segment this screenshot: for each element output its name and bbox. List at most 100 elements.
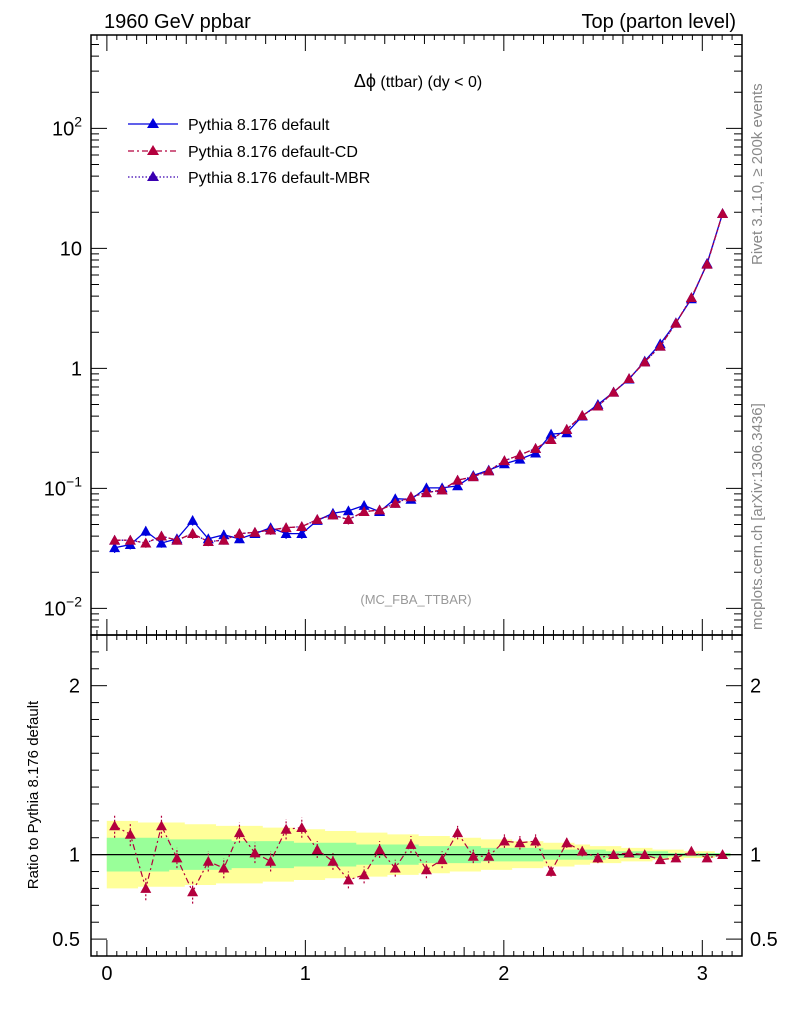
ratio-point-cd <box>374 844 386 854</box>
ratio-point-cd <box>623 847 635 858</box>
legend-label-default: Pythia 8.176 default <box>188 117 330 134</box>
data-point <box>280 522 292 533</box>
mcplots-source-label: mcplots.cern.ch [arXiv:1306.3436] <box>749 403 766 630</box>
ratio-point-cd <box>608 849 620 860</box>
ratio-point-cd <box>639 849 651 860</box>
ratio-point-cd <box>265 855 277 866</box>
legend-entry-mbr: Pythia 8.176 default-MBR <box>128 170 370 187</box>
ratio-y-tick-label-right: 1 <box>750 845 761 867</box>
ratio-point-cd <box>561 837 573 848</box>
data-point <box>311 514 323 524</box>
ratio-point-cd <box>592 852 604 863</box>
data-point <box>280 528 292 538</box>
rivet-version-label: Rivet 3.1.10, ≥ 200k events <box>749 83 766 265</box>
ratio-point-cd <box>233 827 245 838</box>
ratio-point-cd <box>218 862 230 873</box>
y-tick-label: 1 <box>71 358 82 380</box>
ratio-point-cd <box>249 847 261 858</box>
legend-entry-cd: Pythia 8.176 default-CD <box>128 144 358 161</box>
data-point <box>155 530 167 541</box>
data-point <box>608 386 620 397</box>
y-tick-label: 10−2 <box>44 593 82 620</box>
y-tick-label: 10−1 <box>44 473 82 500</box>
ratio-point-cd <box>187 886 199 897</box>
ratio-point-cd <box>202 855 214 866</box>
ratio-point-cd <box>576 845 588 856</box>
data-point <box>124 534 136 545</box>
data-point <box>685 292 697 302</box>
data-point <box>420 487 432 498</box>
x-tick-label: 0 <box>101 963 112 985</box>
triangle-marker-icon <box>147 145 159 155</box>
data-point <box>109 542 121 553</box>
ratio-point-cd <box>140 882 152 893</box>
ratio-point-cd <box>124 828 136 839</box>
ratio-y-tick-label-left: 2 <box>69 676 80 698</box>
legend: Pythia 8.176 default Pythia 8.176 defaul… <box>128 117 370 187</box>
x-tick-label: 2 <box>498 963 509 985</box>
ratio-point-cd <box>342 874 354 885</box>
data-point <box>670 317 682 328</box>
data-point <box>701 258 713 269</box>
data-point <box>140 525 152 536</box>
data-point <box>342 505 354 516</box>
data-point <box>623 373 635 383</box>
data-point <box>296 528 308 538</box>
data-point <box>140 537 152 548</box>
ratio-point-cd <box>483 850 495 861</box>
data-point <box>467 471 479 482</box>
plot-title: Δϕ (ttbar) (dy < 0) <box>354 71 482 91</box>
data-point <box>202 536 214 547</box>
ratio-point-cd <box>296 822 308 832</box>
data-point <box>374 504 386 515</box>
data-point <box>530 442 542 453</box>
analysis-watermark: (MC_FBA_TTBAR) <box>360 592 471 607</box>
ratio-point-cd <box>327 855 339 866</box>
data-point <box>452 480 464 491</box>
ratio-point-cd <box>155 820 167 831</box>
data-point <box>218 529 230 540</box>
triangle-marker-icon <box>147 171 159 181</box>
data-point <box>109 534 121 545</box>
data-point <box>639 356 651 367</box>
x-tick-label: 3 <box>697 963 708 985</box>
data-point <box>498 455 510 466</box>
ratio-point-cd <box>685 845 697 856</box>
plot-title-symbol: Δϕ <box>354 71 376 91</box>
ratio-point-cd <box>109 820 121 831</box>
ratio-point-cd <box>670 852 682 863</box>
data-point <box>436 484 448 495</box>
ratio-line-cd <box>114 824 723 894</box>
ratio-point-cd <box>171 852 183 863</box>
ratio-y-tick-label-right: 2 <box>750 676 761 698</box>
ratio-y-tick-label-left: 0.5 <box>52 929 80 951</box>
data-point <box>405 491 417 502</box>
header-process-label: Top (parton level) <box>581 11 736 33</box>
ratio-point-cd <box>420 864 432 875</box>
ratio-y-tick-label-left: 1 <box>69 845 80 867</box>
data-point <box>171 534 183 545</box>
data-point <box>249 526 261 537</box>
data-point <box>187 514 199 525</box>
ratio-y-tick-label-right: 0.5 <box>750 929 778 951</box>
data-point <box>654 340 666 351</box>
ratio-point-cd <box>405 838 417 849</box>
legend-label-cd: Pythia 8.176 default-CD <box>188 144 358 161</box>
y-tick-label: 102 <box>52 113 82 140</box>
ratio-point-cd <box>717 849 729 860</box>
data-point <box>342 514 354 524</box>
legend-label-mbr: Pythia 8.176 default-MBR <box>188 170 370 187</box>
data-point <box>296 521 308 532</box>
data-point <box>576 409 588 420</box>
data-point <box>483 465 495 476</box>
ratio-plot-frame <box>90 634 743 957</box>
ratio-point-cd <box>498 835 510 846</box>
ratio-point-cd <box>545 866 557 876</box>
ratio-point-cd <box>358 869 370 880</box>
ratio-point-cd <box>467 850 479 861</box>
ratio-point-cd <box>311 844 323 854</box>
ratio-point-cd <box>389 862 401 873</box>
ratio-point-cd <box>452 827 464 838</box>
data-point <box>717 208 729 218</box>
